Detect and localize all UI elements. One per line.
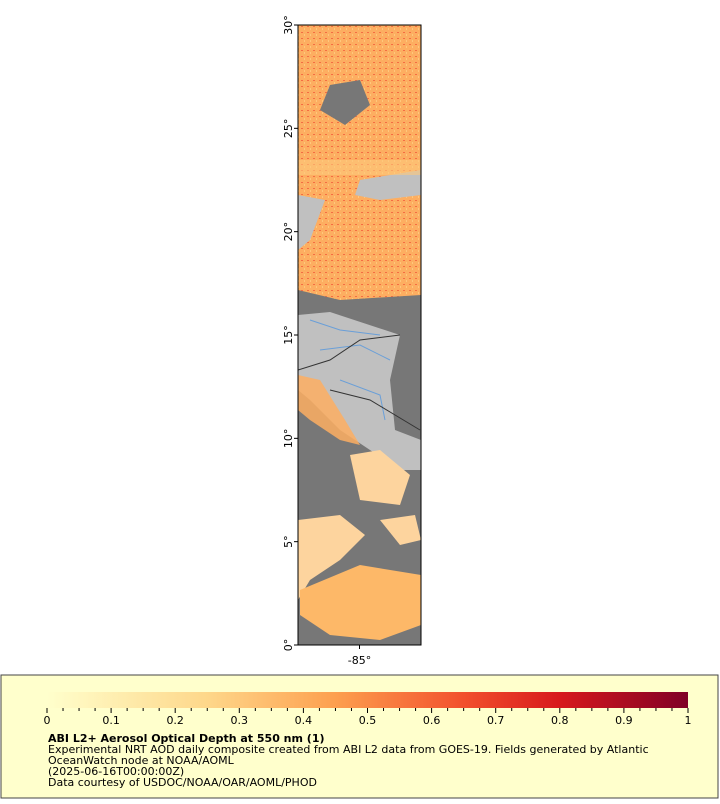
y-tick-label: 25°: [282, 119, 295, 139]
colorbar-tick-label: 0.6: [423, 714, 441, 727]
y-tick-label: 10°: [282, 429, 295, 449]
colorbar-tick-label: 0.4: [295, 714, 313, 727]
map-image: [298, 25, 421, 645]
colorbar-tick-label: 0.8: [551, 714, 569, 727]
colorbar-tick-label: 0.3: [231, 714, 249, 727]
x-tick-label: -85°: [348, 654, 371, 667]
colorbar-tick-label: 0.5: [359, 714, 377, 727]
y-tick-label: 20°: [282, 222, 295, 242]
legend-line: (2025-06-16T00:00:00Z): [48, 765, 184, 778]
legend-line: Experimental NRT AOD daily composite cre…: [48, 743, 649, 756]
colorbar-tick-label: 0.1: [102, 714, 120, 727]
legend-line: OceanWatch node at NOAA/AOML: [48, 754, 235, 767]
colorbar-tick-label: 0.9: [615, 714, 633, 727]
y-tick-label: 30°: [282, 15, 295, 35]
colorbar-tick-label: 0.7: [487, 714, 505, 727]
colorbar-tick-label: 1: [685, 714, 692, 727]
y-tick-label: 15°: [282, 325, 295, 345]
legend-title: ABI L2+ Aerosol Optical Depth at 550 nm …: [48, 732, 325, 745]
legend-line: Data courtesy of USDOC/NOAA/OAR/AOML/PHO…: [48, 776, 317, 789]
colorbar-tick-label: 0.2: [166, 714, 184, 727]
colorbar: [47, 692, 688, 708]
colorbar-tick-label: 0: [44, 714, 51, 727]
y-tick-label: 0°: [282, 639, 295, 652]
y-tick-label: 5°: [282, 535, 295, 548]
